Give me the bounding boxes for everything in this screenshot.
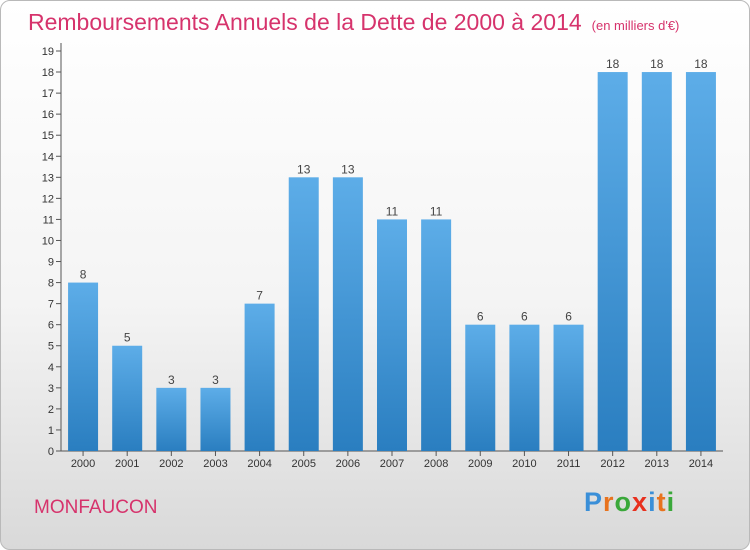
bar-2001 <box>112 345 143 451</box>
data-label-2000: 8 <box>80 268 87 282</box>
y-tick-label: 10 <box>42 235 54 247</box>
logo-letter: P <box>584 487 604 517</box>
data-label-2013: 18 <box>650 57 664 71</box>
x-tick-label-2012: 2012 <box>600 458 624 470</box>
town-name: MONFAUCON <box>34 497 158 518</box>
y-tick-label: 16 <box>42 109 54 121</box>
x-tick-label-2006: 2006 <box>336 458 360 470</box>
x-tick-label-2001: 2001 <box>115 458 139 470</box>
x-tick-label-2005: 2005 <box>291 458 315 470</box>
y-tick-label: 13 <box>42 172 54 184</box>
bar-2014 <box>685 72 716 451</box>
y-tick-label: 6 <box>48 320 54 332</box>
y-tick-label: 9 <box>48 257 54 269</box>
bar-2009 <box>465 324 496 451</box>
logo-letter: i <box>648 487 657 517</box>
logo-letter: t <box>656 487 667 517</box>
y-tick-label: 0 <box>48 446 54 458</box>
x-tick-label-2009: 2009 <box>468 458 492 470</box>
y-tick-label: 18 <box>42 67 54 79</box>
y-tick-label: 19 <box>42 46 54 58</box>
bar-2010 <box>509 324 540 451</box>
data-label-2011: 6 <box>565 310 572 324</box>
data-label-2014: 18 <box>694 57 708 71</box>
logo-letter: r <box>603 487 615 517</box>
bar-2000 <box>68 282 99 451</box>
y-tick-label: 11 <box>43 214 54 226</box>
bar-2005 <box>288 177 319 451</box>
data-label-2006: 13 <box>341 162 355 176</box>
data-label-2012: 18 <box>606 57 620 71</box>
data-label-2010: 6 <box>521 310 528 324</box>
logo-letter: o <box>614 487 633 517</box>
chart-title: Remboursements Annuels de la Dette de 20… <box>28 9 679 36</box>
data-label-2008: 11 <box>430 204 443 218</box>
bar-2011 <box>553 324 584 451</box>
logo-letter: x <box>632 487 649 517</box>
x-tick-label-2007: 2007 <box>380 458 404 470</box>
x-tick-label-2011: 2011 <box>557 458 581 470</box>
y-tick-label: 3 <box>48 383 54 395</box>
x-tick-label-2013: 2013 <box>645 458 669 470</box>
y-tick-label: 8 <box>48 278 54 290</box>
y-tick-label: 1 <box>48 425 54 437</box>
y-tick-label: 17 <box>42 88 54 100</box>
y-tick-label: 12 <box>42 193 54 205</box>
data-label-2003: 3 <box>212 373 219 387</box>
bar-2004 <box>244 303 275 451</box>
data-label-2004: 7 <box>256 289 263 303</box>
x-tick-label-2008: 2008 <box>424 458 448 470</box>
y-tick-label: 2 <box>48 404 54 416</box>
y-tick-label: 7 <box>48 299 54 311</box>
data-label-2005: 13 <box>297 162 311 176</box>
y-tick-label: 15 <box>42 130 54 142</box>
bar-2002 <box>156 387 187 451</box>
chart-title-text: Remboursements Annuels de la Dette de 20… <box>28 9 582 35</box>
bar-2012 <box>597 72 628 451</box>
bar-2013 <box>641 72 672 451</box>
data-label-2002: 3 <box>168 373 175 387</box>
bar-2003 <box>200 387 231 451</box>
bars: 8 5 3 3 7 13 13 11 11 6 6 6 18 18 18 <box>68 57 716 451</box>
y-tick-label: 4 <box>48 362 54 374</box>
logo-letter: i <box>666 487 676 517</box>
x-tick-label-2010: 2010 <box>512 458 536 470</box>
x-axis: 2000 2001 2002 2003 2004 2005 2006 2007 2008 2009… <box>61 450 723 470</box>
bar-2006 <box>332 177 363 451</box>
y-tick-label: 5 <box>48 341 54 353</box>
x-tick-label-2003: 2003 <box>203 458 227 470</box>
proxiti-logo[interactable]: Proxiti <box>584 487 675 518</box>
data-label-2007: 11 <box>386 204 399 218</box>
chart-subtitle: (en milliers d'€) <box>591 18 680 33</box>
x-tick-label-2000: 2000 <box>71 458 95 470</box>
data-label-2009: 6 <box>477 310 484 324</box>
bar-2008 <box>421 219 452 451</box>
data-label-2001: 5 <box>124 331 131 345</box>
y-tick-label: 14 <box>42 151 54 163</box>
bar-2007 <box>377 219 407 451</box>
x-tick-label-2004: 2004 <box>247 458 271 470</box>
x-tick-label-2014: 2014 <box>689 458 713 470</box>
x-tick-label-2002: 2002 <box>159 458 183 470</box>
